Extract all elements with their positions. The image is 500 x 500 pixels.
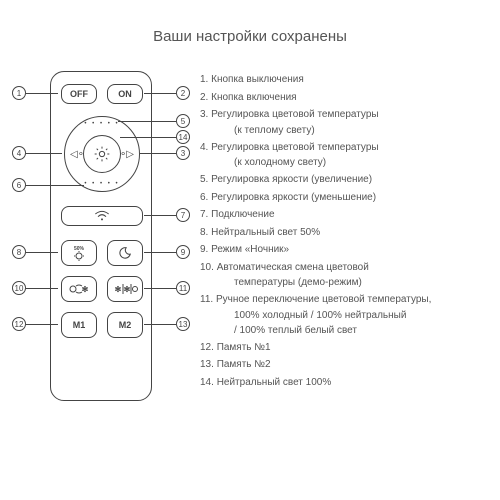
page-title: Ваши настройки сохранены: [0, 0, 500, 63]
callout-1: 1: [12, 86, 26, 100]
legend-item-4: 4. Регулировка цветовой температуры: [200, 141, 490, 156]
svg-text:✻: ✻: [115, 285, 122, 294]
memory-1-button: M1: [61, 312, 97, 338]
callout-7: 7: [176, 208, 190, 222]
legend-item-1: 1. Кнопка выключения: [200, 73, 490, 88]
legend-item-6: 6. Регулировка яркости (уменьшение): [200, 191, 490, 206]
callout-6: 6: [12, 178, 26, 192]
wifi-icon: [94, 210, 110, 222]
callout-9: 9: [176, 245, 190, 259]
leader-10: [26, 288, 58, 289]
leader-11: [144, 288, 176, 289]
callout-5: 5: [176, 114, 190, 128]
callout-12: 12: [12, 317, 26, 331]
cct-switch-icon: ✻ ✻: [111, 281, 139, 297]
svg-text:✻: ✻: [82, 285, 89, 294]
legend-item-9: 9. Режим «Ночник»: [200, 243, 490, 258]
callout-10: 10: [12, 281, 26, 295]
cct-switch-button: ✻ ✻: [107, 276, 143, 302]
legend: 1. Кнопка выключения 2. Кнопка включения…: [200, 73, 490, 393]
cct-cold-arrow-icon: ◁∘: [70, 149, 84, 160]
callout-8: 8: [12, 245, 26, 259]
demo-button: ✻: [61, 276, 97, 302]
legend-item-11: 11. Ручное переключение цветовой темпера…: [200, 293, 490, 308]
leader-2: [144, 93, 176, 94]
dial-center: [83, 135, 121, 173]
legend-item-8: 8. Нейтральный свет 50%: [200, 226, 490, 241]
legend-item-11-sub2: / 100% теплый белый свет: [200, 324, 490, 338]
memory-2-button: M2: [107, 312, 143, 338]
leader-5: [118, 121, 176, 122]
sun-icon: [94, 146, 110, 162]
leader-4: [26, 153, 62, 154]
leader-8: [26, 252, 58, 253]
callout-13: 13: [176, 317, 190, 331]
svg-text:✻: ✻: [124, 285, 131, 294]
legend-item-10-sub: температуры (демо-режим): [200, 276, 490, 290]
legend-item-12: 12. Память №1: [200, 341, 490, 356]
leader-1: [26, 93, 58, 94]
legend-item-3: 3. Регулировка цветовой температуры: [200, 108, 490, 123]
neutral-50-icon: 50%: [65, 244, 93, 262]
demo-cycle-icon: ✻: [65, 281, 93, 297]
leader-14: [120, 137, 176, 138]
on-button: ON: [107, 84, 143, 104]
leader-3: [140, 153, 176, 154]
legend-item-3-sub: (к теплому свету): [200, 124, 490, 138]
brightness-down-dots: • • • • •: [65, 181, 139, 187]
pair-button: [61, 206, 143, 226]
off-button: OFF: [61, 84, 97, 104]
legend-item-13: 13. Память №2: [200, 358, 490, 373]
leader-9: [144, 252, 176, 253]
legend-item-7: 7. Подключение: [200, 208, 490, 223]
leader-12: [26, 324, 58, 325]
legend-item-11-sub: 100% холодный / 100% нейтральный: [200, 309, 490, 323]
diagram-area: OFF ON • • • • • • • • • • ◁∘ ∘▷: [0, 63, 500, 493]
leader-6: [26, 185, 84, 186]
callout-2: 2: [176, 86, 190, 100]
cct-warm-arrow-icon: ∘▷: [120, 149, 134, 160]
moon-icon: [118, 246, 132, 260]
leader-13: [144, 324, 176, 325]
neutral-50-button: 50%: [61, 240, 97, 266]
legend-item-10: 10. Автоматическая смена цветовой: [200, 261, 490, 276]
callout-14: 14: [176, 130, 190, 144]
night-button: [107, 240, 143, 266]
legend-item-5: 5. Регулировка яркости (увеличение): [200, 173, 490, 188]
legend-item-14: 14. Нейтральный свет 100%: [200, 376, 490, 391]
legend-item-4-sub: (к холодному свету): [200, 156, 490, 170]
legend-item-2: 2. Кнопка включения: [200, 91, 490, 106]
callout-4: 4: [12, 146, 26, 160]
callout-3: 3: [176, 146, 190, 160]
callout-11: 11: [176, 281, 190, 295]
leader-7: [144, 215, 176, 216]
